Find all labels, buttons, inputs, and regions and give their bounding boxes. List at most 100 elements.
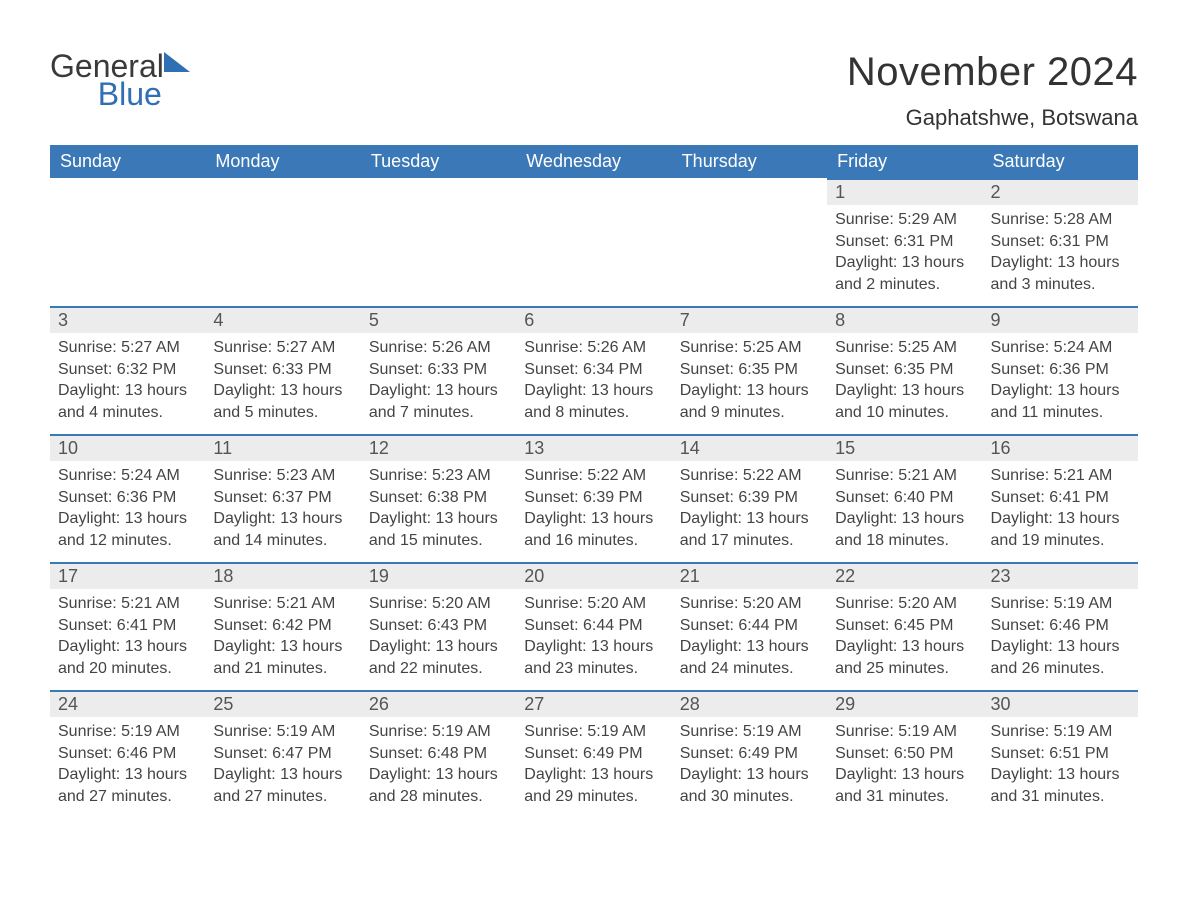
weekday-header: Monday (205, 145, 360, 178)
day-wrap: 1Sunrise: 5:29 AMSunset: 6:31 PMDaylight… (827, 178, 982, 305)
day-daylight1: Daylight: 13 hours (524, 380, 663, 402)
day-daylight1: Daylight: 13 hours (369, 764, 508, 786)
day-wrap: 8Sunrise: 5:25 AMSunset: 6:35 PMDaylight… (827, 306, 982, 433)
day-sunset: Sunset: 6:35 PM (680, 359, 819, 381)
day-sunrise: Sunrise: 5:22 AM (524, 465, 663, 487)
day-wrap: 23Sunrise: 5:19 AMSunset: 6:46 PMDayligh… (983, 562, 1138, 689)
day-number: 28 (672, 692, 827, 717)
calendar-cell: 6Sunrise: 5:26 AMSunset: 6:34 PMDaylight… (516, 306, 671, 434)
day-daylight2: and 30 minutes. (680, 786, 819, 808)
day-details: Sunrise: 5:21 AMSunset: 6:41 PMDaylight:… (983, 461, 1138, 561)
day-sunrise: Sunrise: 5:22 AM (680, 465, 819, 487)
day-number: 19 (361, 564, 516, 589)
day-sunrise: Sunrise: 5:19 AM (991, 593, 1130, 615)
day-sunrise: Sunrise: 5:24 AM (991, 337, 1130, 359)
day-details: Sunrise: 5:21 AMSunset: 6:41 PMDaylight:… (50, 589, 205, 689)
day-daylight1: Daylight: 13 hours (58, 380, 197, 402)
day-sunset: Sunset: 6:44 PM (524, 615, 663, 637)
day-sunset: Sunset: 6:45 PM (835, 615, 974, 637)
calendar-cell: 5Sunrise: 5:26 AMSunset: 6:33 PMDaylight… (361, 306, 516, 434)
day-details: Sunrise: 5:25 AMSunset: 6:35 PMDaylight:… (827, 333, 982, 433)
calendar-cell: 1Sunrise: 5:29 AMSunset: 6:31 PMDaylight… (827, 178, 982, 306)
day-daylight1: Daylight: 13 hours (835, 764, 974, 786)
day-sunset: Sunset: 6:36 PM (58, 487, 197, 509)
day-daylight1: Daylight: 13 hours (991, 636, 1130, 658)
day-sunrise: Sunrise: 5:19 AM (58, 721, 197, 743)
day-sunrise: Sunrise: 5:21 AM (835, 465, 974, 487)
day-daylight1: Daylight: 13 hours (213, 764, 352, 786)
day-daylight2: and 12 minutes. (58, 530, 197, 552)
calendar-cell: 29Sunrise: 5:19 AMSunset: 6:50 PMDayligh… (827, 690, 982, 818)
day-sunrise: Sunrise: 5:27 AM (213, 337, 352, 359)
day-daylight2: and 23 minutes. (524, 658, 663, 680)
day-details: Sunrise: 5:27 AMSunset: 6:33 PMDaylight:… (205, 333, 360, 433)
day-wrap: 21Sunrise: 5:20 AMSunset: 6:44 PMDayligh… (672, 562, 827, 689)
day-sunrise: Sunrise: 5:19 AM (524, 721, 663, 743)
day-sunset: Sunset: 6:33 PM (369, 359, 508, 381)
day-sunrise: Sunrise: 5:26 AM (524, 337, 663, 359)
title-block: November 2024 Gaphatshwe, Botswana (847, 50, 1138, 131)
day-wrap: 25Sunrise: 5:19 AMSunset: 6:47 PMDayligh… (205, 690, 360, 817)
weekday-header: Tuesday (361, 145, 516, 178)
day-daylight2: and 3 minutes. (991, 274, 1130, 296)
day-number: 5 (361, 308, 516, 333)
calendar-cell: 17Sunrise: 5:21 AMSunset: 6:41 PMDayligh… (50, 562, 205, 690)
day-sunset: Sunset: 6:43 PM (369, 615, 508, 637)
day-daylight2: and 26 minutes. (991, 658, 1130, 680)
day-sunset: Sunset: 6:35 PM (835, 359, 974, 381)
day-sunset: Sunset: 6:47 PM (213, 743, 352, 765)
day-sunrise: Sunrise: 5:19 AM (369, 721, 508, 743)
calendar-cell: 21Sunrise: 5:20 AMSunset: 6:44 PMDayligh… (672, 562, 827, 690)
calendar-cell: 24Sunrise: 5:19 AMSunset: 6:46 PMDayligh… (50, 690, 205, 818)
day-wrap: 10Sunrise: 5:24 AMSunset: 6:36 PMDayligh… (50, 434, 205, 561)
day-sunrise: Sunrise: 5:27 AM (58, 337, 197, 359)
calendar-cell: 7Sunrise: 5:25 AMSunset: 6:35 PMDaylight… (672, 306, 827, 434)
day-sunset: Sunset: 6:34 PM (524, 359, 663, 381)
calendar-cell: 3 Sunrise: 5:27 AMSunset: 6:32 PMDaylight… (50, 306, 205, 434)
calendar-cell: 10Sunrise: 5:24 AMSunset: 6:36 PMDayligh… (50, 434, 205, 562)
weekday-header: Wednesday (516, 145, 671, 178)
day-daylight2: and 21 minutes. (213, 658, 352, 680)
calendar-body: 1Sunrise: 5:29 AMSunset: 6:31 PMDaylight… (50, 178, 1138, 818)
calendar-cell: 16Sunrise: 5:21 AMSunset: 6:41 PMDayligh… (983, 434, 1138, 562)
day-daylight1: Daylight: 13 hours (369, 380, 508, 402)
day-sunrise: Sunrise: 5:23 AM (213, 465, 352, 487)
day-sunset: Sunset: 6:51 PM (991, 743, 1130, 765)
day-daylight1: Daylight: 13 hours (991, 252, 1130, 274)
day-sunset: Sunset: 6:40 PM (835, 487, 974, 509)
day-daylight2: and 25 minutes. (835, 658, 974, 680)
day-number: 22 (827, 564, 982, 589)
day-sunset: Sunset: 6:32 PM (58, 359, 197, 381)
day-details: Sunrise: 5:20 AMSunset: 6:44 PMDaylight:… (672, 589, 827, 689)
day-daylight2: and 8 minutes. (524, 402, 663, 424)
day-number: 25 (205, 692, 360, 717)
day-details: Sunrise: 5:19 AMSunset: 6:50 PMDaylight:… (827, 717, 982, 817)
day-daylight1: Daylight: 13 hours (369, 508, 508, 530)
day-number: 30 (983, 692, 1138, 717)
calendar-cell (516, 178, 671, 306)
day-details: Sunrise: 5:19 AMSunset: 6:48 PMDaylight:… (361, 717, 516, 817)
day-daylight1: Daylight: 13 hours (58, 636, 197, 658)
day-sunset: Sunset: 6:44 PM (680, 615, 819, 637)
calendar-cell: 2Sunrise: 5:28 AMSunset: 6:31 PMDaylight… (983, 178, 1138, 306)
calendar-cell: 19Sunrise: 5:20 AMSunset: 6:43 PMDayligh… (361, 562, 516, 690)
day-number: 7 (672, 308, 827, 333)
day-number: 18 (205, 564, 360, 589)
day-daylight1: Daylight: 13 hours (835, 252, 974, 274)
day-sunset: Sunset: 6:46 PM (991, 615, 1130, 637)
calendar-cell (672, 178, 827, 306)
day-number: 1 (827, 180, 982, 205)
calendar-cell: 14Sunrise: 5:22 AMSunset: 6:39 PMDayligh… (672, 434, 827, 562)
day-daylight2: and 2 minutes. (835, 274, 974, 296)
day-sunrise: Sunrise: 5:19 AM (991, 721, 1130, 743)
day-wrap: 26Sunrise: 5:19 AMSunset: 6:48 PMDayligh… (361, 690, 516, 817)
day-sunset: Sunset: 6:36 PM (991, 359, 1130, 381)
day-sunset: Sunset: 6:31 PM (991, 231, 1130, 253)
day-wrap: 6Sunrise: 5:26 AMSunset: 6:34 PMDaylight… (516, 306, 671, 433)
calendar-cell: 22Sunrise: 5:20 AMSunset: 6:45 PMDayligh… (827, 562, 982, 690)
weekday-header: Saturday (983, 145, 1138, 178)
day-sunrise: Sunrise: 5:25 AM (680, 337, 819, 359)
day-daylight2: and 31 minutes. (835, 786, 974, 808)
day-details: Sunrise: 5:19 AMSunset: 6:46 PMDaylight:… (50, 717, 205, 817)
day-number: 3 (50, 308, 205, 333)
